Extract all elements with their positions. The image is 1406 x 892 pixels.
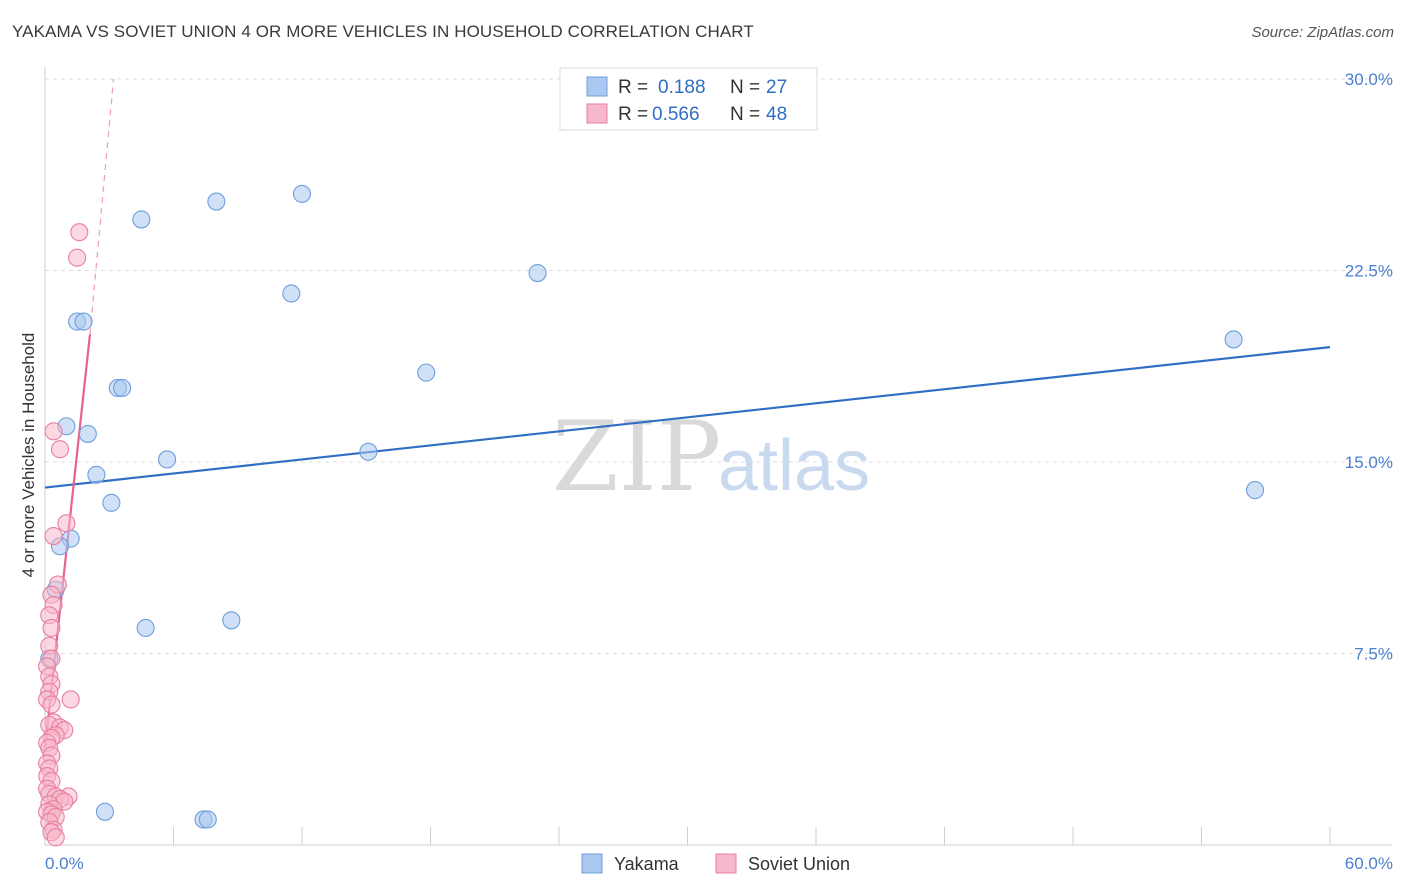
legend-n-label: N =	[730, 77, 760, 98]
y-tick-label: 22.5%	[1345, 262, 1393, 281]
data-point-soviet-union	[57, 514, 76, 533]
watermark-atlas: atlas	[718, 426, 870, 506]
x-tick-label: 60.0%	[1345, 854, 1393, 873]
data-point-soviet-union	[68, 248, 87, 267]
legend-r-value: 0.188	[658, 77, 706, 98]
data-point-yakama	[1245, 481, 1265, 500]
trend-line-extension-soviet-union	[89, 78, 115, 335]
bottom-legend-label-soviet-union: Soviet Union	[748, 854, 850, 874]
legend-r-label: R =	[618, 104, 648, 125]
data-point-yakama	[136, 618, 155, 638]
bottom-legend-label-yakama: Yakama	[614, 854, 680, 874]
data-point-yakama	[74, 312, 93, 331]
legend-swatch-yakama	[586, 76, 608, 97]
data-point-soviet-union	[50, 440, 70, 459]
bottom-legend-swatch-soviet-union	[715, 853, 737, 874]
data-point-soviet-union	[46, 828, 65, 847]
legend-r-label: R =	[618, 77, 648, 98]
x-tick-labels: 0.0% 60.0%	[45, 854, 1393, 873]
source-label: Source: ZipAtlas.com	[1251, 24, 1394, 41]
data-point-yakama	[528, 264, 547, 283]
y-tick-label: 30.0%	[1345, 70, 1393, 89]
data-point-yakama	[132, 210, 151, 229]
watermark: ZIP atlas	[552, 401, 870, 513]
legend-r-value: 0.566	[652, 104, 700, 125]
axes	[44, 67, 1392, 846]
data-point-yakama	[359, 442, 378, 461]
data-point-yakama	[207, 192, 226, 211]
data-point-yakama	[417, 363, 436, 382]
data-point-soviet-union	[61, 690, 80, 709]
legend-n-value: 48	[766, 104, 787, 125]
y-tick-label: 7.5%	[1354, 645, 1393, 664]
data-point-yakama	[158, 450, 177, 469]
data-point-soviet-union	[42, 695, 61, 714]
data-point-yakama	[102, 493, 121, 512]
data-point-soviet-union	[42, 618, 61, 638]
data-point-soviet-union	[44, 526, 63, 546]
bottom-legend: Yakama Soviet Union	[581, 853, 850, 874]
data-point-yakama	[198, 810, 217, 829]
watermark-zip: ZIP	[552, 401, 721, 513]
data-point-yakama	[113, 378, 132, 398]
trend-line-yakama	[44, 346, 1331, 489]
data-point-yakama	[78, 424, 97, 443]
data-point-yakama	[1224, 330, 1243, 349]
legend-swatch-soviet-union	[586, 103, 608, 124]
data-point-yakama	[222, 611, 241, 630]
legend-n-label: N =	[730, 104, 760, 125]
data-point-yakama	[292, 184, 312, 203]
data-point-soviet-union	[44, 422, 63, 441]
data-point-soviet-union	[70, 223, 89, 242]
data-point-yakama	[282, 284, 301, 303]
x-tick-label: 0.0%	[45, 854, 84, 873]
legend: R = 0.188 N = 27 R = 0.566 N = 48	[559, 67, 818, 131]
data-point-yakama	[95, 802, 115, 821]
y-axis-label: 4 or more Vehicles in Household	[19, 333, 38, 578]
bottom-legend-swatch-yakama	[581, 853, 603, 874]
legend-n-value: 27	[766, 77, 787, 98]
data-point-yakama	[87, 465, 106, 484]
chart-title: YAKAMA VS SOVIET UNION 4 OR MORE VEHICLE…	[12, 22, 754, 41]
grid-lines	[45, 78, 1392, 654]
y-tick-label: 15.0%	[1345, 453, 1393, 472]
y-tick-labels: 7.5% 15.0% 22.5% 30.0%	[1345, 70, 1393, 664]
data-points	[38, 184, 1265, 847]
